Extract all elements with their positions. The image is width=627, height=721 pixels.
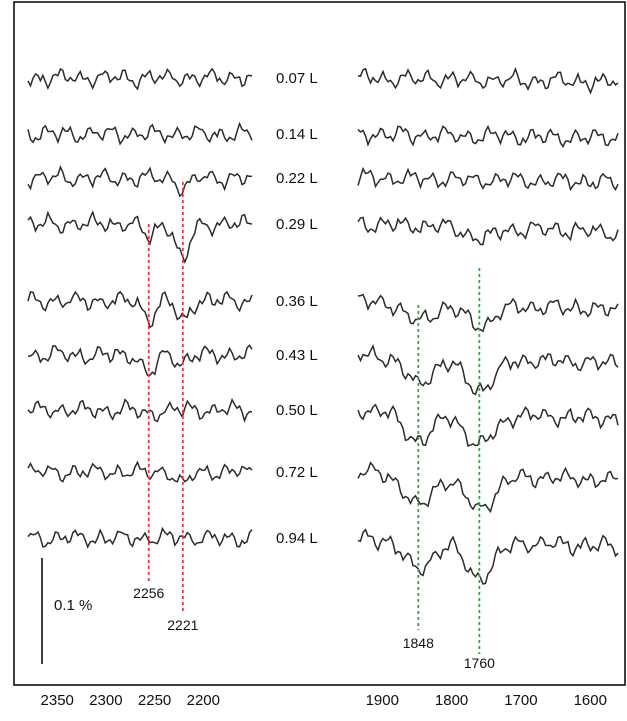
dose-label-022: 0.22 L (276, 170, 318, 187)
left-trace-043 (27, 344, 253, 377)
right-panel-traces (357, 66, 619, 585)
dose-label-072: 0.72 L (276, 464, 318, 481)
plot-frame (13, 1, 626, 686)
left-tick-label-2350: 2350 (41, 692, 74, 709)
left-trace-014 (27, 121, 253, 146)
right-trace-072 (357, 461, 619, 514)
left-trace-007 (27, 67, 253, 91)
left-tick-label-2200: 2200 (187, 692, 220, 709)
right-trace-050 (357, 403, 619, 447)
left-tick-label-2250: 2250 (138, 692, 171, 709)
right-trace-014 (357, 124, 619, 148)
left-tick-label-2300: 2300 (89, 692, 122, 709)
dose-label-094: 0.94 L (276, 530, 318, 547)
left-trace-036 (27, 290, 253, 329)
right-trace-022 (357, 166, 619, 192)
scale-bar-label: 0.1 % (54, 597, 92, 614)
x-axis-ticks: 2350 2300 2250 2200 1900 1800 1700 1600 (41, 692, 607, 709)
right-trace-029 (357, 216, 619, 246)
peak-label-2221: 2221 (167, 617, 198, 633)
left-trace-022 (27, 165, 253, 198)
right-trace-036 (357, 293, 619, 333)
dose-label-029: 0.29 L (276, 216, 318, 233)
dose-label-043: 0.43 L (276, 347, 318, 364)
left-trace-050 (27, 397, 252, 424)
dose-labels: 0.07 L 0.14 L 0.22 L 0.29 L 0.36 L 0.43 L 0.50… (276, 70, 318, 547)
right-trace-007 (357, 66, 619, 95)
right-tick-label-1600: 1600 (574, 692, 607, 709)
left-panel-traces (27, 67, 253, 549)
left-trace-072 (27, 460, 253, 483)
peak-label-2256: 2256 (133, 585, 164, 601)
right-trace-094 (357, 528, 619, 585)
right-tick-label-1900: 1900 (366, 692, 399, 709)
dose-label-007: 0.07 L (276, 70, 318, 87)
left-trace-094 (27, 526, 253, 549)
dose-label-050: 0.50 L (276, 402, 318, 419)
right-tick-label-1800: 1800 (435, 692, 468, 709)
right-trace-043 (357, 344, 619, 396)
peak-marker-lines (147, 182, 481, 654)
dose-label-036: 0.36 L (276, 293, 318, 310)
peak-label-1848: 1848 (403, 635, 434, 651)
dose-label-014: 0.14 L (276, 126, 318, 143)
left-trace-029 (27, 210, 253, 264)
peak-label-1760: 1760 (464, 655, 495, 671)
right-tick-label-1700: 1700 (504, 692, 537, 709)
